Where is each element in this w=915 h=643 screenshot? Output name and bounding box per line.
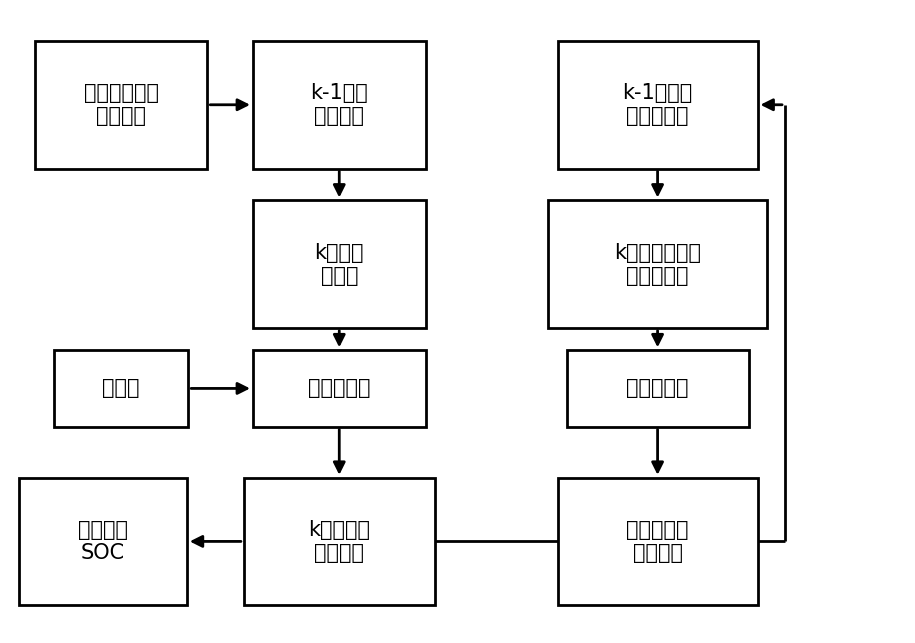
Text: 预测值偏差: 预测值偏差 xyxy=(308,379,371,399)
Bar xyxy=(253,41,425,168)
Text: 负载电池状态
空间方程: 负载电池状态 空间方程 xyxy=(83,83,158,127)
Bar xyxy=(548,201,767,328)
Text: k-1时刻的
误差协方差: k-1时刻的 误差协方差 xyxy=(622,83,693,127)
Text: 测量值: 测量值 xyxy=(102,379,140,399)
Bar xyxy=(557,41,758,168)
Text: 荷电状态
SOC: 荷电状态 SOC xyxy=(78,520,128,563)
Bar xyxy=(54,350,188,427)
Bar xyxy=(18,478,187,605)
Text: k时刻的误差协
方差预测值: k时刻的误差协 方差预测值 xyxy=(614,242,701,285)
Text: k时刻的
预测值: k时刻的 预测值 xyxy=(315,242,364,285)
Bar xyxy=(35,41,208,168)
Bar xyxy=(253,350,425,427)
Text: 误差协方差
时间更新: 误差协方差 时间更新 xyxy=(627,520,689,563)
Bar xyxy=(243,478,435,605)
Bar xyxy=(566,350,748,427)
Bar xyxy=(253,201,425,328)
Text: k时刻的状
态修正值: k时刻的状 态修正值 xyxy=(308,520,371,563)
Text: k-1时刻
的状态值: k-1时刻 的状态值 xyxy=(310,83,368,127)
Bar xyxy=(557,478,758,605)
Text: 卡尔曼增益: 卡尔曼增益 xyxy=(627,379,689,399)
